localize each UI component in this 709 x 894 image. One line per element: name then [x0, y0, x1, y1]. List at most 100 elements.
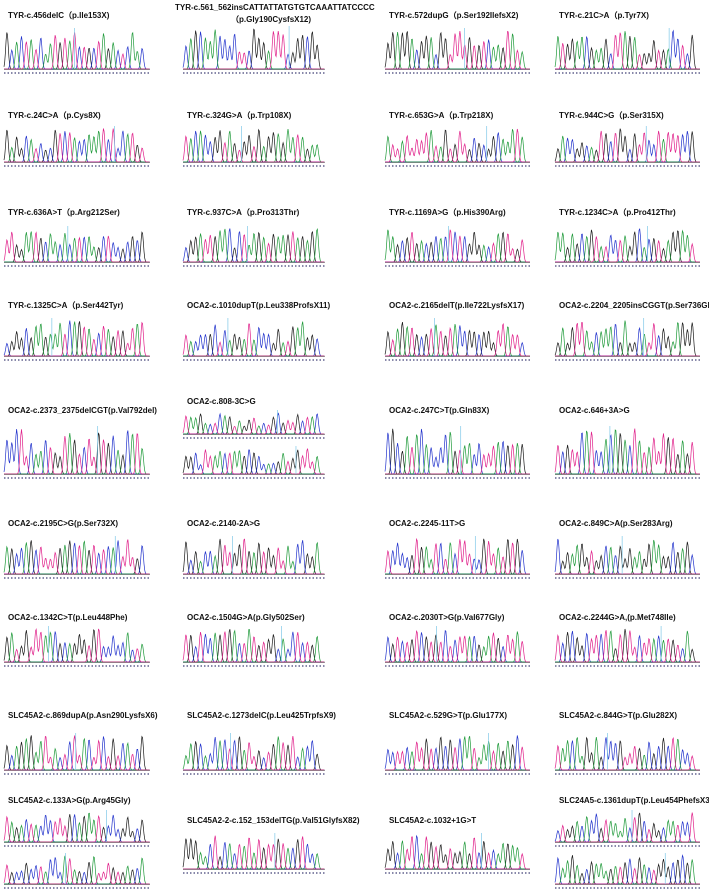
panel-label: OCA2-c.2165delT(p.Ile722LysfsX17)	[389, 300, 524, 312]
label-line: SLC45A2-c.133A>G(p.Arg45Gly)	[8, 796, 131, 805]
label-line: TYR-c.456delC（p.Ile153X)	[8, 11, 110, 20]
label-line: OCA2-c.849C>A(p.Ser283Arg)	[559, 519, 673, 528]
label-line: SLC45A2-c.1273delC(p.Leu425TrpfsX9)	[187, 711, 336, 720]
panel-label: OCA2-c.808-3C>G	[187, 396, 256, 408]
trace	[555, 429, 700, 475]
trace	[4, 631, 150, 663]
trace	[182, 631, 325, 663]
label-line: TYR-c.21C>A（p.Tyr7X)	[559, 11, 649, 20]
trace	[4, 321, 150, 357]
trace	[183, 228, 325, 263]
label-line: SLC24A5-c.1361dupT(p.Leu454PhefsX33)	[559, 796, 709, 805]
trace	[555, 320, 700, 357]
label-line: SLC45A2-c.869dupA(p.Asn290LysfsX6)	[8, 711, 158, 720]
label-line: （p.Gly190CysfsX12)	[231, 15, 312, 24]
trace	[3, 858, 150, 885]
label-line: SLC45A2-2-c.152_153delTG(p.Val51GlyfsX82…	[187, 816, 360, 825]
trace	[555, 539, 700, 575]
trace	[4, 128, 150, 163]
panel-label: SLC45A2-c.1273delC(p.Leu425TrpfsX9)	[187, 710, 336, 722]
trace	[183, 835, 325, 870]
trace	[554, 854, 700, 885]
trace	[3, 231, 150, 263]
trace	[385, 741, 530, 771]
label-line: TYR-c.561_562insCATTATTATGTGTCAAATTATCCC…	[175, 3, 375, 12]
trace	[385, 735, 530, 771]
panel-label: SLC45A2-c.869dupA(p.Asn290LysfsX6)	[8, 710, 158, 722]
trace	[3, 815, 150, 843]
panel-label: SLC45A2-c.1032+1G>T	[389, 815, 476, 827]
trace	[4, 432, 150, 475]
panel-label: OCA2-c.2245-11T>G	[389, 518, 465, 530]
label-line: OCA2-c.1010dupT(p.Leu338ProfsX11)	[187, 301, 331, 310]
trace	[385, 39, 530, 70]
panel-label: OCA2-c.2244G>A,(p.Met748Ile)	[559, 612, 676, 624]
label-line: OCA2-c.2165delT(p.Ile722LysfsX17)	[389, 301, 525, 310]
trace	[385, 631, 530, 663]
panel-label: OCA2-c.2204_2205insCGGT(p.Ser736GlyfsX6)	[559, 300, 709, 312]
trace	[384, 428, 530, 475]
trace	[182, 415, 325, 435]
label-line: TYR-c.937C>A（p.Pro313Thr)	[187, 208, 300, 217]
trace	[182, 736, 325, 771]
panel-label: OCA2-c.646+3A>G	[559, 405, 630, 417]
trace	[555, 736, 700, 771]
trace	[4, 321, 150, 357]
trace	[183, 29, 325, 70]
label-line: TYR-c.324G>A（p.Trp108X)	[187, 111, 292, 120]
panel-label: TYR-c.21C>A（p.Tyr7X)	[559, 10, 649, 22]
trace	[385, 30, 530, 70]
panel-label: SLC24A5-c.1361dupT(p.Leu454PhefsX33)	[559, 795, 709, 807]
label-line: OCA2-c.2140-2A>G	[187, 519, 261, 528]
trace	[4, 321, 150, 357]
label-line: TYR-c.636A>T（p.Arg212Ser)	[8, 208, 120, 217]
panel-label: TYR-c.944C>G（p.Ser315X)	[559, 110, 664, 122]
trace	[182, 323, 325, 357]
label-line: OCA2-c.646+3A>G	[559, 406, 630, 415]
label-line: TYR-c.24C>A（p.Cys8X)	[8, 111, 101, 120]
trace	[555, 130, 700, 163]
trace	[555, 32, 700, 70]
label-line: OCA2-c.2195C>G(p.Ser732X)	[8, 519, 119, 528]
trace	[4, 735, 150, 771]
panel-label: SLC45A2-c.844G>T(p.Glu282X)	[559, 710, 677, 722]
panel-label: SLC45A2-c.529G>T(p.Glu177X)	[389, 710, 507, 722]
panel-label: TYR-c.1325C>A（p.Ser442Tyr)	[8, 300, 123, 312]
trace	[555, 549, 700, 575]
trace	[554, 630, 700, 663]
panel-label: OCA2-c.2030T>G(p.Val677Gly)	[389, 612, 504, 624]
label-line: OCA2-c.2244G>A,(p.Met748Ile)	[559, 613, 676, 622]
trace	[182, 134, 325, 163]
trace	[3, 540, 150, 575]
trace	[4, 130, 150, 163]
panel-label: OCA2-c.1342C>T(p.Leu448Phe)	[8, 612, 127, 624]
label-line: OCA2-c.1342C>T(p.Leu448Phe)	[8, 613, 128, 622]
label-line: OCA2-c.247C>T(p.Gln83X)	[389, 406, 490, 415]
trace	[4, 737, 150, 771]
trace	[385, 629, 530, 663]
trace	[4, 539, 150, 575]
trace	[4, 31, 150, 70]
trace	[555, 236, 700, 263]
trace	[555, 816, 700, 843]
trace	[183, 540, 325, 575]
trace	[385, 428, 530, 475]
trace	[384, 129, 530, 163]
trace	[554, 128, 700, 163]
trace	[555, 812, 700, 843]
trace	[384, 841, 530, 870]
panel-label: TYR-c.636A>T（p.Arg212Ser)	[8, 207, 120, 219]
label-line: OCA2-c.2245-11T>G	[389, 519, 466, 528]
panel-label: OCA2-c.2195C>G(p.Ser732X)	[8, 518, 118, 530]
trace	[555, 322, 700, 357]
trace	[385, 324, 530, 357]
trace	[183, 448, 325, 475]
trace	[183, 843, 325, 870]
trace	[4, 36, 150, 70]
panel-label: SLC45A2-2-c.152_153delTG(p.Val51GlyfsX82…	[187, 815, 360, 827]
trace	[183, 842, 325, 870]
label-line: TYR-c.572dupG（p.Ser192IlefsX2)	[389, 11, 519, 20]
label-line: SLC45A2-c.529G>T(p.Glu177X)	[389, 711, 508, 720]
trace	[3, 629, 150, 663]
